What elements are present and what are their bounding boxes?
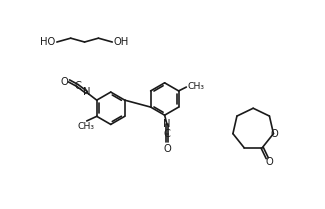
Text: O: O [163,144,171,154]
Text: HO: HO [40,37,55,47]
Text: CH₃: CH₃ [187,82,204,91]
Text: O: O [265,157,273,167]
Text: N: N [83,87,90,97]
Text: CH₃: CH₃ [77,122,95,131]
Text: O: O [60,77,68,87]
Text: O: O [270,129,278,139]
Text: C: C [74,80,81,90]
Text: N: N [163,119,171,129]
Text: OH: OH [114,37,129,47]
Text: C: C [163,129,170,139]
